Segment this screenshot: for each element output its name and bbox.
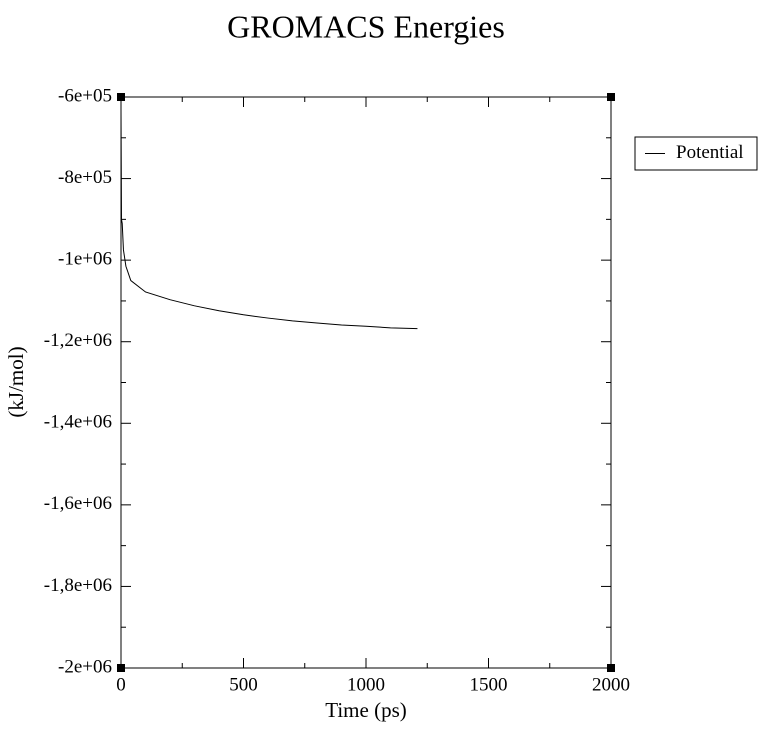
x-tick-label: 1500 xyxy=(470,674,508,695)
corner-marker xyxy=(607,93,615,101)
y-tick-label: -1,2e+06 xyxy=(44,330,112,351)
x-tick-label: 0 xyxy=(116,674,126,695)
series-line xyxy=(120,109,418,330)
x-tick-label: 1000 xyxy=(347,674,385,695)
y-axis-label: (kJ/mol) xyxy=(4,346,28,417)
y-tick-label: -6e+05 xyxy=(58,85,112,106)
corner-marker xyxy=(117,93,125,101)
x-axis-label: Time (ps) xyxy=(325,698,407,722)
plot-frame xyxy=(120,96,612,669)
y-tick-label: -1,8e+06 xyxy=(44,575,112,596)
chart-title: GROMACS Energies xyxy=(227,8,505,44)
corner-marker xyxy=(607,664,615,672)
y-tick-label: -8e+05 xyxy=(58,167,112,188)
x-tick-label: 2000 xyxy=(592,674,630,695)
y-tick-label: -2e+06 xyxy=(58,656,112,677)
x-tick-label: 500 xyxy=(229,674,258,695)
corner-marker xyxy=(117,664,125,672)
y-tick-label: -1e+06 xyxy=(58,249,112,270)
y-tick-label: -1,6e+06 xyxy=(44,493,112,514)
y-tick-label: -1,4e+06 xyxy=(44,412,112,433)
legend-label: Potential xyxy=(676,142,744,163)
